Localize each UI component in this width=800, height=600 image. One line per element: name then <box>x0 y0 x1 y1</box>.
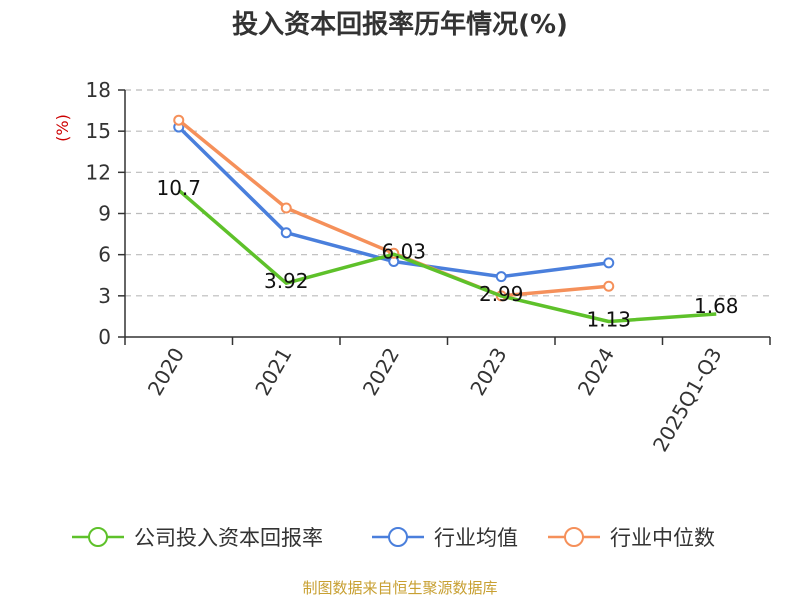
legend-marker <box>88 527 108 547</box>
series-group <box>173 114 717 324</box>
legend: 公司投入资本回报率 行业均值 行业中位数 <box>72 526 715 550</box>
data-point <box>603 257 615 269</box>
data-label: 2.99 <box>479 282 524 306</box>
y-tick-label: 0 <box>98 325 111 349</box>
x-tick-label: 2024 <box>573 344 619 400</box>
series-line <box>177 188 717 324</box>
x-tick-label: 2021 <box>250 344 296 400</box>
data-labels: 10.7 3.92 6.03 2.99 1.13 1.68 <box>156 176 738 331</box>
x-tick-label: 2023 <box>465 344 511 400</box>
data-point <box>280 227 292 239</box>
data-point <box>280 202 292 214</box>
y-tick-label: 3 <box>98 284 111 308</box>
legend-label: 行业中位数 <box>610 526 715 550</box>
data-point <box>173 114 185 126</box>
data-label: 1.68 <box>694 294 739 318</box>
data-label: 1.13 <box>586 307 631 331</box>
legend-label: 公司投入资本回报率 <box>134 526 323 550</box>
legend-item: 公司投入资本回报率 <box>72 526 323 550</box>
chart-title: 投入资本回报率历年情况(%) <box>232 9 568 40</box>
legend-marker <box>564 527 584 547</box>
y-tick-label: 9 <box>98 202 111 226</box>
y-tick-label: 12 <box>86 160 111 184</box>
grid-lines <box>125 89 770 297</box>
x-tick-label: 2020 <box>143 344 189 400</box>
series-2 <box>173 114 615 302</box>
y-axis-label: (%) <box>53 114 72 142</box>
y-tick-label: 18 <box>86 78 111 102</box>
legend-label: 行业均值 <box>434 526 518 550</box>
y-axis: 0 3 6 9 12 15 18 <box>86 78 126 349</box>
data-label: 3.92 <box>264 269 309 293</box>
y-tick-label: 15 <box>86 119 111 143</box>
x-axis: 2020 2021 2022 2023 2024 2025Q1-Q3 <box>124 336 771 456</box>
x-tick-label: 2025Q1-Q3 <box>648 344 727 456</box>
data-label: 6.03 <box>381 239 426 263</box>
data-point <box>495 271 507 283</box>
series-0 <box>177 188 717 324</box>
data-point <box>603 280 615 292</box>
series-1 <box>173 121 615 283</box>
legend-marker <box>388 527 408 547</box>
x-tick-label: 2022 <box>358 344 404 400</box>
legend-item: 行业中位数 <box>548 526 715 550</box>
data-label: 10.7 <box>156 176 201 200</box>
y-tick-label: 6 <box>98 243 111 267</box>
source-note: 制图数据来自恒生聚源数据库 <box>302 579 497 597</box>
legend-item: 行业均值 <box>372 526 518 550</box>
